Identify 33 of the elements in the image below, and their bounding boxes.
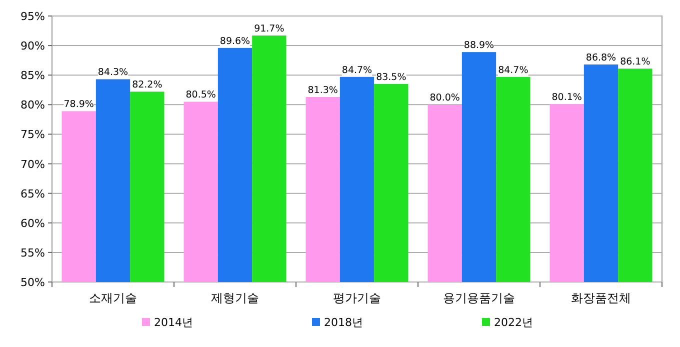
y-tick-label: 90% bbox=[20, 40, 45, 53]
data-label: 86.8% bbox=[586, 52, 616, 64]
data-label: 81.3% bbox=[308, 84, 338, 96]
y-tick-label: 75% bbox=[20, 128, 45, 142]
data-label: 91.7% bbox=[254, 24, 284, 35]
y-tick-label: 50% bbox=[20, 276, 45, 289]
y-tick-label: 80% bbox=[20, 98, 45, 112]
data-label: 88.9% bbox=[464, 40, 494, 52]
data-label: 86.1% bbox=[620, 56, 650, 68]
y-tick-label: 55% bbox=[20, 246, 45, 260]
x-tick-label: 화장품전체 bbox=[571, 291, 631, 305]
y-tick-label: 60% bbox=[20, 216, 45, 230]
y-tick-label: 85% bbox=[20, 69, 45, 82]
x-tick-label: 소재기술 bbox=[89, 291, 137, 305]
y-tick-label: 70% bbox=[20, 158, 45, 171]
data-label: 82.2% bbox=[132, 80, 162, 91]
data-label: 80.1% bbox=[552, 92, 582, 104]
data-label: 80.0% bbox=[430, 92, 460, 104]
data-label: 89.6% bbox=[220, 36, 250, 47]
y-tick-label: 95% bbox=[20, 10, 45, 23]
data-label: 84.3% bbox=[98, 67, 128, 78]
legend-label: 2014년 bbox=[154, 316, 193, 329]
data-label: 84.7% bbox=[498, 64, 528, 76]
y-tick-label: 65% bbox=[20, 187, 45, 200]
data-label: 78.9% bbox=[64, 99, 94, 110]
x-tick-label: 용기용품기술 bbox=[443, 291, 515, 305]
legend-label: 2018년 bbox=[324, 316, 363, 329]
data-label: 83.5% bbox=[376, 72, 406, 83]
data-label: 80.5% bbox=[186, 90, 216, 101]
x-tick-label: 평가기술 bbox=[333, 291, 381, 305]
x-tick-label: 제형기술 bbox=[211, 291, 259, 305]
legend-label: 2022년 bbox=[494, 316, 533, 329]
data-label: 84.7% bbox=[342, 64, 372, 76]
